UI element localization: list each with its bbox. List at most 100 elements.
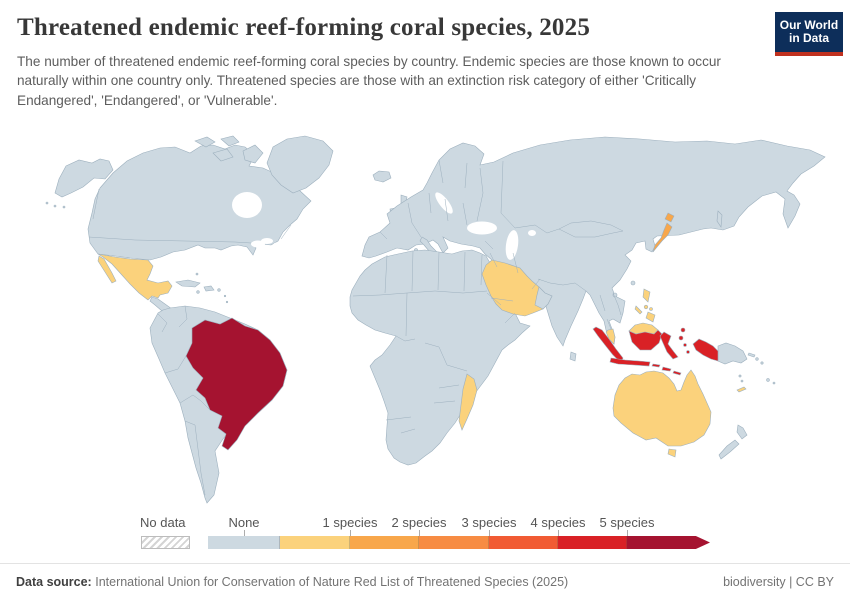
island-puerto-rico[interactable]	[218, 289, 221, 292]
owid-logo-line2: in Data	[788, 31, 829, 45]
island-new-britain[interactable]	[748, 353, 755, 357]
chart-subtitle: The number of threatened endemic reef-fo…	[17, 54, 721, 108]
aleutian-island[interactable]	[63, 206, 65, 208]
country-malaysia-peninsular[interactable]	[606, 329, 615, 344]
island-sakhalin[interactable]	[717, 211, 722, 227]
baffin-island[interactable]	[243, 145, 263, 163]
country-indonesia-lesser-sunda[interactable]	[662, 367, 671, 371]
owid-logo-line1: Our World	[779, 18, 839, 32]
aleutian-island[interactable]	[46, 202, 48, 204]
legend-bin-none[interactable]	[208, 536, 280, 549]
island-antilles[interactable]	[224, 295, 226, 297]
island-bahamas[interactable]	[196, 273, 198, 275]
country-cuba[interactable]	[176, 280, 200, 287]
island-solomon[interactable]	[761, 362, 763, 364]
legend-no-data-swatch[interactable]	[141, 536, 190, 549]
victoria-island[interactable]	[213, 149, 233, 161]
country-japan-honshu[interactable]	[653, 223, 672, 252]
country-indonesia-papua[interactable]	[693, 339, 718, 361]
world-map[interactable]	[35, 133, 835, 513]
country-new-caledonia[interactable]	[737, 387, 746, 392]
data-source: Data source: International Union for Con…	[16, 575, 568, 589]
black-sea	[467, 221, 497, 235]
country-indonesia-kalimantan[interactable]	[629, 330, 662, 350]
legend-label-none: None	[228, 515, 260, 530]
country-indonesia-halmahera[interactable]	[681, 328, 685, 332]
country-indonesia-maluku[interactable]	[679, 336, 683, 340]
aral-sea	[528, 230, 536, 236]
country-greenland[interactable]	[267, 136, 333, 193]
country-papua-new-guinea[interactable]	[718, 343, 747, 364]
island-vanuatu[interactable]	[739, 375, 741, 377]
country-philippines-palawan[interactable]	[635, 306, 642, 314]
country-philippines-luzon[interactable]	[643, 289, 650, 302]
country-indonesia-lesser-sunda[interactable]	[652, 364, 660, 367]
owid-logo-stripe	[775, 52, 843, 56]
legend-tick	[419, 530, 420, 536]
data-source-label: Data source:	[16, 575, 92, 589]
great-lake	[251, 240, 265, 248]
country-philippines-visayas[interactable]	[650, 308, 653, 311]
region-oman-uae[interactable]	[535, 287, 552, 309]
country-new-zealand-south[interactable]	[719, 440, 739, 459]
country-indonesia-maluku[interactable]	[687, 351, 690, 354]
country-indonesia-lesser-sunda[interactable]	[673, 371, 681, 375]
island-fiji[interactable]	[767, 379, 770, 382]
great-lake	[273, 242, 283, 248]
legend-tick	[558, 530, 559, 536]
country-new-zealand-north[interactable]	[737, 425, 747, 439]
country-philippines-mindanao[interactable]	[646, 312, 655, 322]
country-indonesia	[593, 327, 718, 375]
data-source-text: International Union for Conservation of …	[95, 575, 569, 589]
country-australia-tasmania[interactable]	[668, 449, 676, 457]
legend-bin-1[interactable]	[280, 536, 350, 549]
country-saudi-arabia[interactable]	[482, 260, 552, 316]
country-philippines-visayas[interactable]	[644, 305, 648, 309]
island-vanuatu[interactable]	[741, 380, 743, 382]
legend-label-4: 4 species	[530, 515, 586, 530]
country-madagascar[interactable]	[459, 374, 477, 430]
country-sri-lanka[interactable]	[570, 352, 576, 361]
legend-bin-2[interactable]	[350, 536, 419, 549]
inland-seas	[232, 192, 536, 260]
map-legend: No data None 1 species 2 species 3 speci…	[140, 515, 725, 553]
island-hispaniola[interactable]	[204, 286, 214, 291]
country-taiwan[interactable]	[631, 281, 635, 285]
region-africa[interactable]	[350, 250, 530, 465]
region-alaska[interactable]	[55, 159, 113, 197]
country-australia[interactable]	[613, 370, 711, 446]
country-brazil[interactable]	[186, 318, 287, 450]
land-overlays	[535, 287, 552, 309]
island-antilles[interactable]	[226, 301, 228, 303]
island-fiji[interactable]	[773, 382, 775, 384]
legend-bin-4[interactable]	[489, 536, 558, 549]
legend-bin-5[interactable]	[558, 536, 627, 549]
legend-tick	[350, 530, 351, 536]
country-iceland[interactable]	[373, 171, 391, 182]
legend-bin-3[interactable]	[419, 536, 489, 549]
hudson-bay	[232, 192, 262, 218]
page-title: Threatened endemic reef-forming coral sp…	[17, 14, 591, 41]
island-solomon[interactable]	[756, 358, 759, 361]
owid-logo[interactable]: Our World in Data	[775, 12, 843, 56]
great-lake	[261, 238, 273, 244]
caspian-sea	[505, 230, 519, 260]
country-indonesia-java[interactable]	[610, 358, 650, 366]
arctic-island[interactable]	[221, 136, 239, 146]
chart-footer: Data source: International Union for Con…	[0, 563, 850, 600]
island-jamaica[interactable]	[197, 291, 200, 294]
legend-bin-5plus[interactable]	[627, 536, 710, 549]
legend-label-1: 1 species	[322, 515, 378, 530]
credits-link[interactable]: biodiversity | CC BY	[723, 575, 834, 589]
country-indonesia-sulawesi[interactable]	[660, 332, 678, 359]
legend-label-3: 3 species	[461, 515, 517, 530]
aleutian-island[interactable]	[54, 205, 56, 207]
country-mexico-baja[interactable]	[98, 256, 116, 283]
country-japan-hokkaido[interactable]	[665, 213, 674, 222]
legend-label-5: 5 species	[599, 515, 655, 530]
legend-color-bar	[208, 536, 710, 549]
country-mexico[interactable]	[98, 254, 172, 300]
country-indonesia-maluku[interactable]	[684, 344, 687, 347]
arctic-island[interactable]	[195, 137, 215, 147]
